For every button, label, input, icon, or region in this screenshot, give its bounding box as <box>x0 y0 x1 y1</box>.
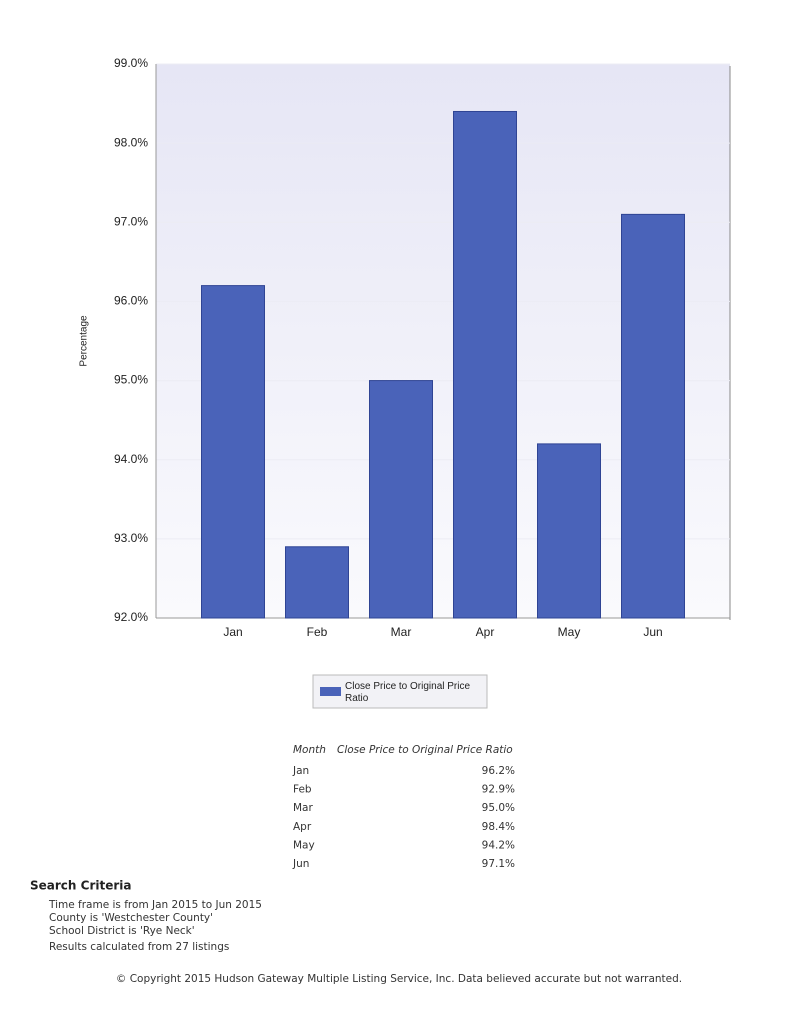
y-tick-label: 97.0% <box>114 214 148 228</box>
section-title: Search Criteria <box>30 879 131 893</box>
legend-swatch <box>320 687 341 696</box>
bar <box>453 110 517 619</box>
y-tick-label: 94.0% <box>114 452 148 466</box>
table-cell: 97.1% <box>482 858 515 870</box>
bar <box>201 285 265 619</box>
bar <box>621 213 685 619</box>
footer: © Copyright 2015 Hudson Gateway Multiple… <box>116 973 682 985</box>
x-tick-label: Jan <box>223 625 242 639</box>
table-header: Close Price to Original Price Ratio <box>337 744 513 756</box>
y-tick-label: 92.0% <box>114 610 148 624</box>
y-tick-label: 95.0% <box>114 373 148 387</box>
criteria-line: County is 'Westchester County' <box>49 912 213 924</box>
x-tick-label: May <box>558 625 581 639</box>
bar <box>369 380 433 619</box>
table-cell: Mar <box>293 802 313 814</box>
table-cell: 96.2% <box>482 765 515 777</box>
y-axis-label: Percentage <box>79 315 90 367</box>
table-cell: 94.2% <box>482 839 515 851</box>
x-tick-label: Feb <box>307 625 328 639</box>
y-tick-label: 98.0% <box>114 135 148 149</box>
criteria-line: Time frame is from Jan 2015 to Jun 2015 <box>48 899 262 911</box>
criteria-line: Results calculated from 27 listings <box>49 941 229 953</box>
x-tick-label: Jun <box>643 625 662 639</box>
table-cell: Jun <box>292 858 309 870</box>
y-tick-label: 99.0% <box>114 56 148 70</box>
table-cell: May <box>293 839 315 851</box>
legend-label: Close Price to Original Price Ratio <box>345 681 470 704</box>
table-cell: Feb <box>293 784 312 796</box>
table-cell: 98.4% <box>482 821 515 833</box>
table-cell: 95.0% <box>482 802 515 814</box>
bar <box>285 546 349 619</box>
y-tick-label: 96.0% <box>114 294 148 308</box>
table-header: Month <box>293 744 326 756</box>
bar <box>537 443 601 619</box>
table-cell: Jan <box>292 765 309 777</box>
y-tick-label: 93.0% <box>114 531 148 545</box>
table-cell: 92.9% <box>482 784 515 796</box>
legend <box>312 674 488 709</box>
x-tick-label: Apr <box>476 625 495 639</box>
x-tick-label: Mar <box>391 625 412 639</box>
criteria-line: School District is 'Rye Neck' <box>49 925 195 937</box>
table-cell: Apr <box>293 821 312 833</box>
